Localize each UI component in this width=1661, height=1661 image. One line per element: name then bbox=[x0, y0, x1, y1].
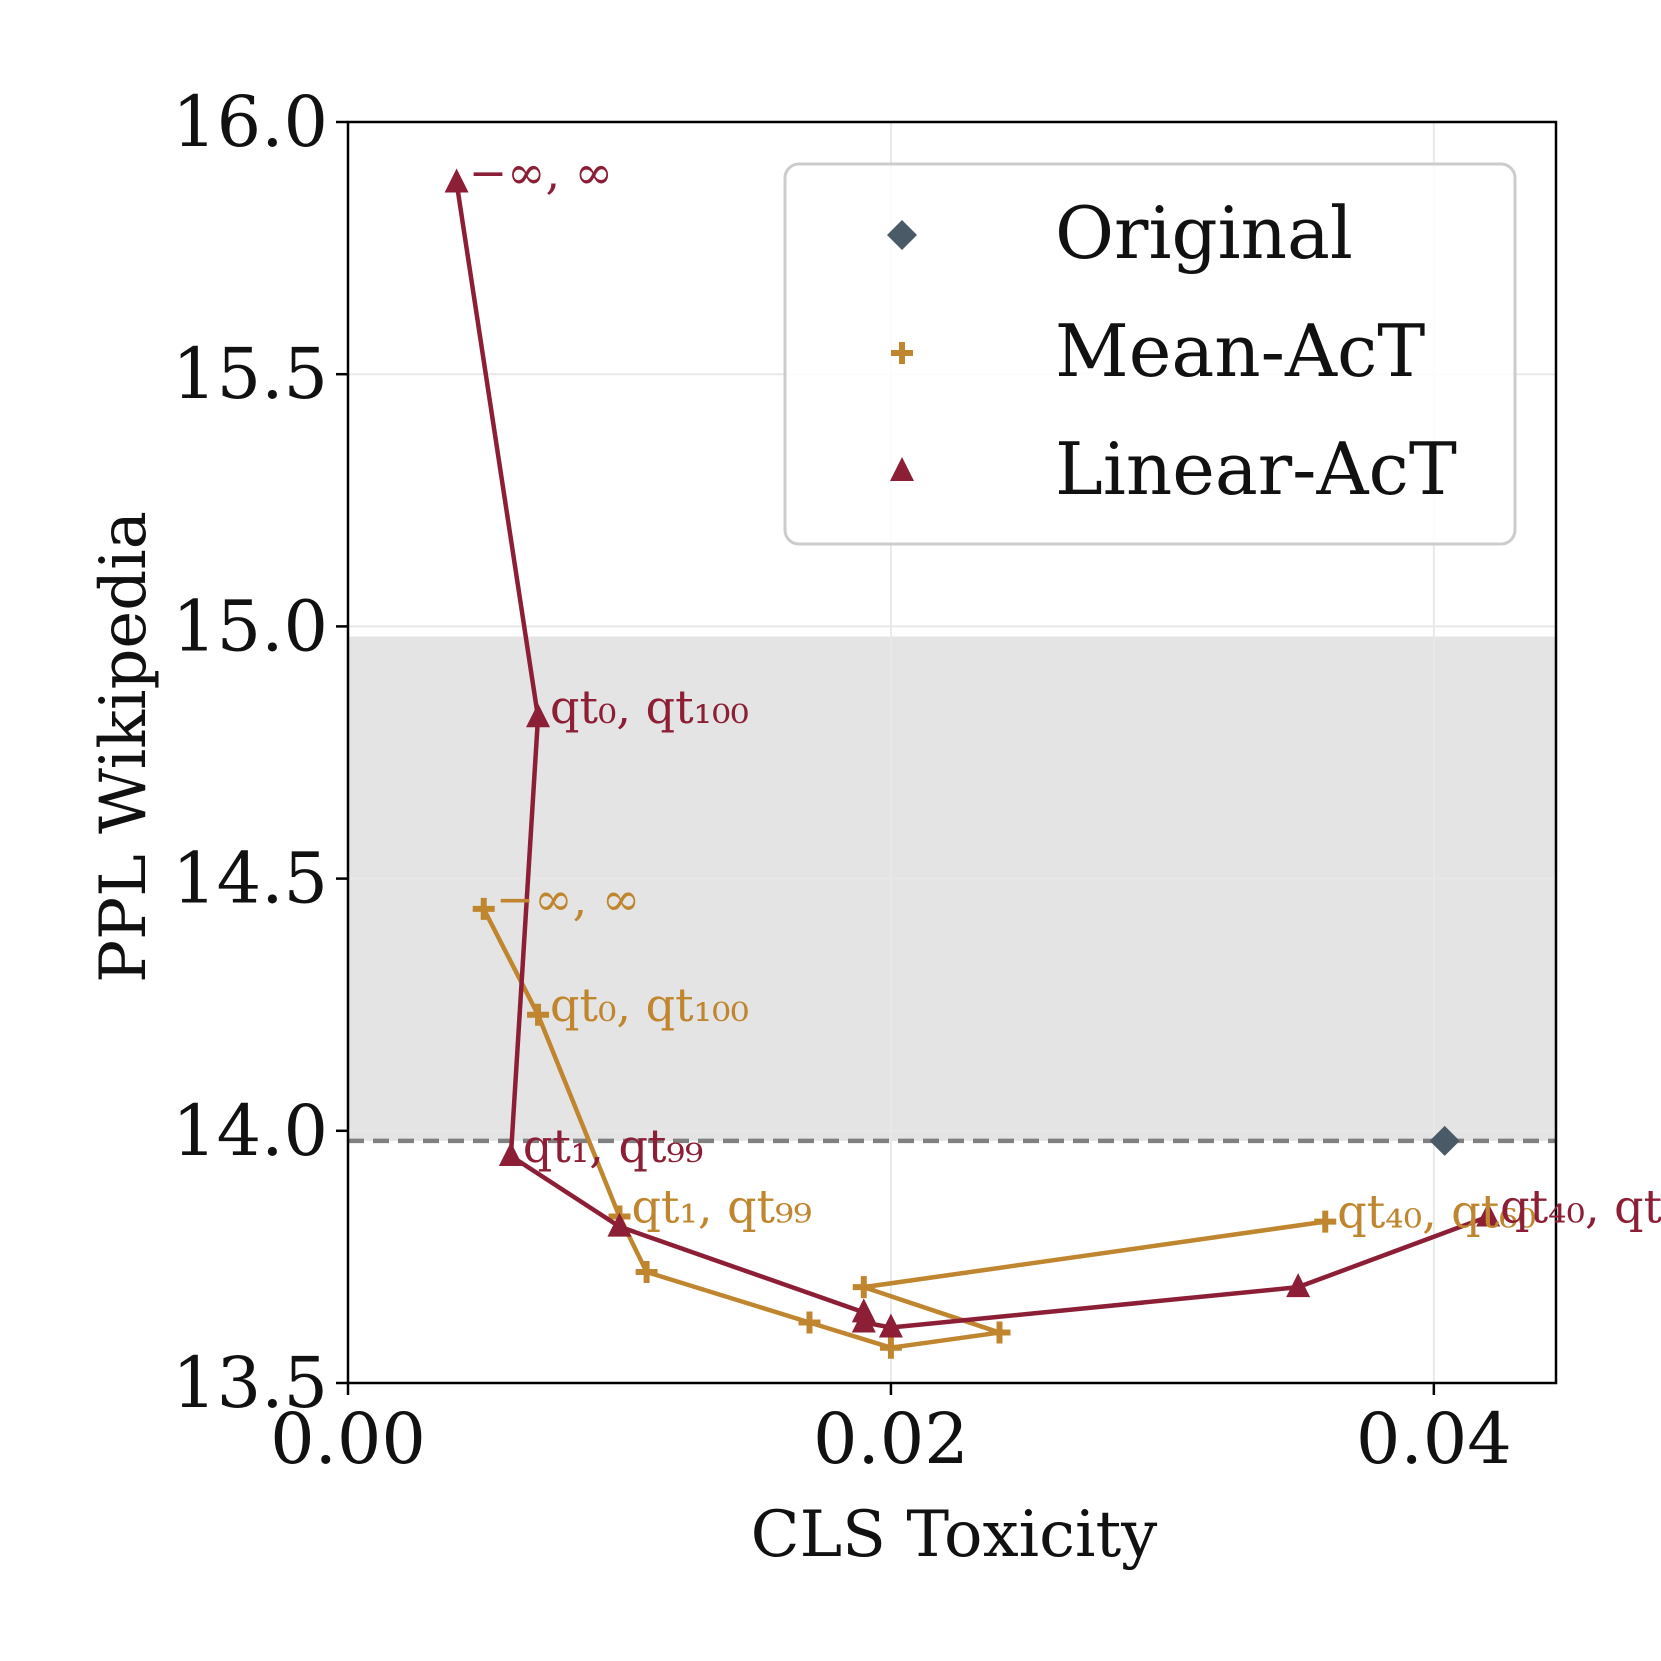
x-tick-label-1: 0.02 bbox=[813, 1398, 969, 1480]
x-tick-label-2: 0.04 bbox=[1356, 1398, 1512, 1480]
linear-act-point-0 bbox=[444, 168, 469, 193]
annotation-6: qt₁, qt₉₉ bbox=[523, 1119, 703, 1173]
legend-marker-original bbox=[887, 220, 917, 250]
linear-act-point-3 bbox=[607, 1212, 632, 1237]
linear-act-point-7 bbox=[1286, 1273, 1311, 1298]
x-axis-label: CLS Toxicity bbox=[751, 1498, 1158, 1572]
annotation-5: qt₀, qt₁₀₀ bbox=[550, 680, 749, 734]
y-axis-label: PPL Wikipedia bbox=[87, 511, 161, 983]
y-tick-label-5: 16.0 bbox=[172, 81, 328, 163]
shaded-band bbox=[348, 636, 1556, 1141]
annotation-7: qt₄₀, qt₆₀ bbox=[1500, 1180, 1661, 1234]
annotation-4: −∞, ∞ bbox=[469, 146, 613, 200]
mean-act-point-6 bbox=[988, 1321, 1011, 1344]
legend-label-original: Original bbox=[1055, 191, 1353, 275]
mean-act-point-8 bbox=[1314, 1210, 1337, 1233]
linear-act-point-2 bbox=[498, 1142, 523, 1167]
legend-label-linear-act: Linear-AcT bbox=[1055, 427, 1457, 511]
annotation-3: qt₄₀, qt₆₀ bbox=[1337, 1185, 1536, 1239]
legend: Original Mean-AcT Linear-AcT bbox=[783, 162, 1517, 546]
linear-act-point-1 bbox=[526, 703, 551, 728]
legend-frame bbox=[783, 162, 1517, 546]
mean-act-point-0 bbox=[472, 897, 495, 920]
mean-act-point-1 bbox=[527, 1003, 550, 1026]
linear-act-point-5 bbox=[851, 1308, 876, 1333]
y-tick-label-3: 15.0 bbox=[172, 585, 328, 667]
y-tick-label-2: 14.5 bbox=[172, 838, 328, 920]
y-tick-label-1: 14.0 bbox=[172, 1090, 328, 1172]
annotation-2: qt₁, qt₉₉ bbox=[631, 1180, 811, 1234]
mean-act-point-5 bbox=[879, 1336, 902, 1359]
axes-frame bbox=[346, 120, 1558, 1385]
linear-act-point-8 bbox=[1476, 1202, 1501, 1227]
x-tick-label-0: 0.00 bbox=[270, 1398, 426, 1480]
plot-area: 0.00 0.02 0.04 13.5 14.0 14.5 15.0 15.5 16.0 −∞, … bbox=[172, 81, 1661, 1480]
annotation-1: qt₀, qt₁₀₀ bbox=[550, 978, 749, 1032]
y-tick-label-0: 13.5 bbox=[172, 1342, 328, 1424]
y-tick-label-4: 15.5 bbox=[172, 333, 328, 415]
legend-marker-linear-act bbox=[890, 457, 914, 481]
linear-act-point-6 bbox=[878, 1313, 903, 1338]
original-point-0 bbox=[1429, 1125, 1460, 1156]
legend-label-mean-act: Mean-AcT bbox=[1055, 309, 1425, 393]
mean-act-point-7 bbox=[852, 1276, 875, 1299]
mean-act-point-4 bbox=[798, 1311, 821, 1334]
mean-act-point-3 bbox=[635, 1261, 658, 1284]
legend-marker-mean-act bbox=[891, 342, 913, 364]
annotation-0: −∞, ∞ bbox=[496, 872, 640, 926]
